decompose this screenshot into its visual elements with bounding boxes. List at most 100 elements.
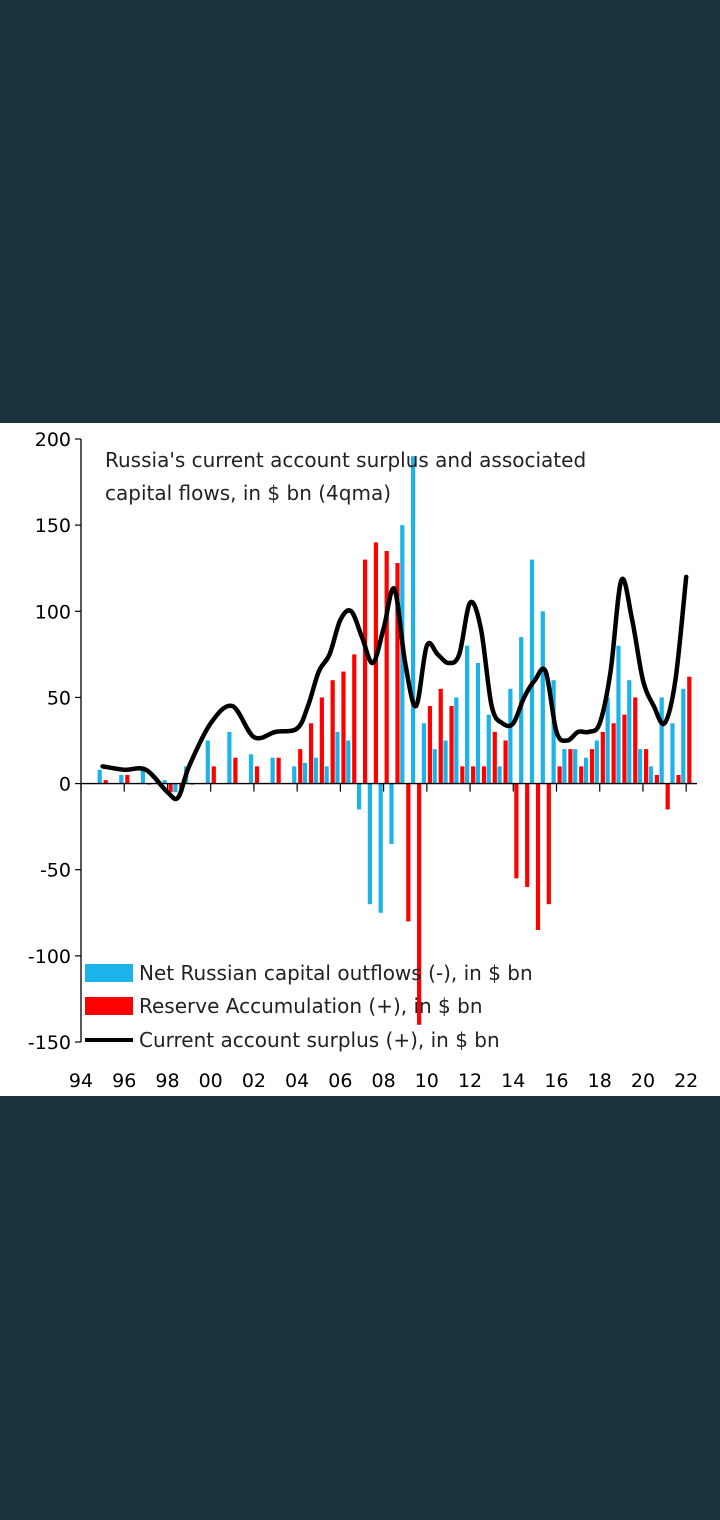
bar-outflows <box>119 774 124 784</box>
bar-outflows <box>486 714 491 784</box>
bar-reserves <box>471 766 476 784</box>
x-tick-label: 02 <box>242 1070 266 1092</box>
line-current-account <box>100 574 689 802</box>
bar-reserves <box>503 740 508 784</box>
bar-outflows <box>562 749 567 784</box>
legend-swatch-reserves <box>85 997 133 1015</box>
bar-reserves <box>622 714 627 784</box>
x-tick-label: 10 <box>415 1070 439 1092</box>
y-tick-label: 200 <box>35 429 71 451</box>
chart-title-line-2: capital flows, in $ bn (4qma) <box>105 481 391 505</box>
bar-reserves <box>525 783 530 887</box>
bar-reserves <box>643 749 649 784</box>
bar-reserves <box>352 654 357 784</box>
bar-outflows <box>162 780 167 784</box>
bar-reserves <box>535 783 541 931</box>
bar-outflows <box>659 697 664 784</box>
bar-reserves <box>492 731 497 784</box>
bar-reserves <box>633 697 638 784</box>
y-tick-label: 0 <box>59 774 71 796</box>
bar-reserves <box>103 780 108 784</box>
bar-reserves <box>460 766 465 784</box>
bar-outflows <box>421 723 427 784</box>
x-tick-label: 98 <box>155 1070 179 1092</box>
bar-outflows <box>324 766 329 784</box>
bar-reserves <box>298 749 303 784</box>
x-tick-label: 08 <box>372 1070 396 1092</box>
bar-reserves <box>687 676 692 784</box>
chart-title-line-1: Russia's current account surplus and ass… <box>105 448 586 472</box>
bar-reserves <box>568 749 573 784</box>
bar-outflows <box>140 766 146 784</box>
bar-reserves <box>254 766 260 784</box>
legend-swatch-outflows <box>85 964 133 982</box>
chart-title: Russia's current account surplus and ass… <box>105 448 586 505</box>
bar-outflows <box>292 766 297 784</box>
bar-reserves <box>589 749 595 784</box>
bar-reserves <box>417 783 422 1025</box>
y-tick-label: 150 <box>35 515 71 537</box>
bar-outflows <box>227 731 232 784</box>
bar-reserves <box>579 766 584 784</box>
bar-reserves <box>125 774 130 784</box>
bar-reserves <box>676 774 681 784</box>
bar-outflows <box>583 757 589 784</box>
bar-reserves <box>514 783 519 879</box>
bar-reserves <box>438 688 443 784</box>
y-tick-label: -50 <box>40 860 71 882</box>
legend: Net Russian capital outflows (-), in $ b… <box>85 961 533 1052</box>
bar-reserves <box>654 774 659 784</box>
x-tick-label: 96 <box>112 1070 136 1092</box>
bar-outflows <box>475 662 481 784</box>
bar-outflows <box>173 783 178 793</box>
bar-outflows <box>627 680 632 784</box>
y-tick-label: -150 <box>28 1032 71 1054</box>
bar-outflows <box>497 766 502 784</box>
x-tick-label: 06 <box>328 1070 352 1092</box>
bar-outflows <box>356 783 362 810</box>
bar-outflows <box>270 757 275 784</box>
bar-reserves <box>546 783 551 905</box>
bar-reserves <box>665 783 670 810</box>
bar-reserves <box>168 783 173 793</box>
bar-outflows <box>302 762 308 784</box>
bar-reserves <box>330 680 335 784</box>
bar-outflows <box>508 688 513 784</box>
bar-reserves <box>449 706 454 784</box>
bar-outflows <box>248 754 254 784</box>
bar-reserves <box>233 757 238 784</box>
bar-outflows <box>454 697 459 784</box>
bars-layer <box>97 456 692 1025</box>
x-tick-label: 14 <box>501 1070 525 1092</box>
bar-outflows <box>551 680 556 784</box>
bar-outflows <box>367 783 372 905</box>
bar-outflows <box>540 611 545 784</box>
x-tick-label: 04 <box>285 1070 309 1092</box>
bar-reserves <box>384 550 389 784</box>
bar-outflows <box>432 749 437 784</box>
bar-outflows <box>637 749 643 784</box>
legend-label-current-account: Current account surplus (+), in $ bn <box>139 1028 500 1052</box>
bar-reserves <box>406 783 411 922</box>
x-tick-label: 20 <box>631 1070 655 1092</box>
y-tick-label: 50 <box>47 687 71 709</box>
bar-outflows <box>681 688 686 784</box>
bar-reserves <box>600 731 605 784</box>
bar-reserves <box>319 697 324 784</box>
legend-label-reserves: Reserve Accumulation (+), in $ bn <box>139 994 483 1018</box>
bar-outflows <box>605 697 610 784</box>
bar-reserves <box>276 757 281 784</box>
bar-outflows <box>313 757 318 784</box>
bar-outflows <box>573 749 578 784</box>
x-tick-label: 94 <box>69 1070 93 1092</box>
y-tick-label: -100 <box>28 946 71 968</box>
bar-outflows <box>465 645 470 784</box>
bar-outflows <box>670 723 675 784</box>
bar-outflows <box>346 740 351 784</box>
chart: 200 150 100 50 0 -50 -100 -150 94 96 98 00 02 04 06 08 1… <box>28 429 698 1092</box>
x-tick-label: 16 <box>544 1070 568 1092</box>
bar-reserves <box>611 723 616 784</box>
bar-outflows <box>205 740 210 784</box>
bar-reserves <box>395 563 400 784</box>
